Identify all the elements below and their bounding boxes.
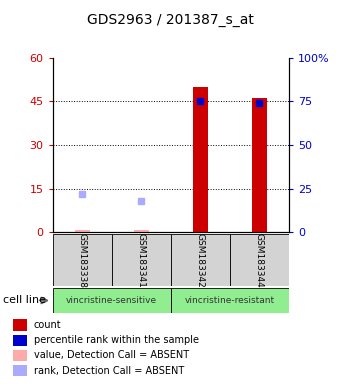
Text: vincristine-sensitive: vincristine-sensitive [66, 296, 157, 305]
Text: GSM183342: GSM183342 [196, 233, 205, 288]
Text: vincristine-resistant: vincristine-resistant [185, 296, 275, 305]
Bar [75, 230, 90, 232]
Bar [53, 234, 112, 286]
Bar [171, 288, 289, 313]
Bar [112, 234, 171, 286]
Bar [14, 365, 27, 376]
Bar [14, 334, 27, 346]
Bar [193, 87, 208, 232]
Bar [14, 350, 27, 361]
Text: value, Detection Call = ABSENT: value, Detection Call = ABSENT [34, 351, 189, 361]
Text: cell line: cell line [3, 295, 46, 306]
Text: rank, Detection Call = ABSENT: rank, Detection Call = ABSENT [34, 366, 184, 376]
Text: GSM183341: GSM183341 [137, 233, 146, 288]
Text: GSM183338: GSM183338 [78, 233, 87, 288]
Bar [171, 234, 230, 286]
Bar [230, 234, 289, 286]
Text: percentile rank within the sample: percentile rank within the sample [34, 335, 199, 345]
Text: GDS2963 / 201387_s_at: GDS2963 / 201387_s_at [87, 13, 253, 27]
Bar [134, 230, 149, 232]
Bar [14, 319, 27, 331]
Bar [252, 98, 267, 232]
Bar [53, 288, 171, 313]
Text: GSM183344: GSM183344 [255, 233, 264, 288]
Text: count: count [34, 320, 61, 330]
